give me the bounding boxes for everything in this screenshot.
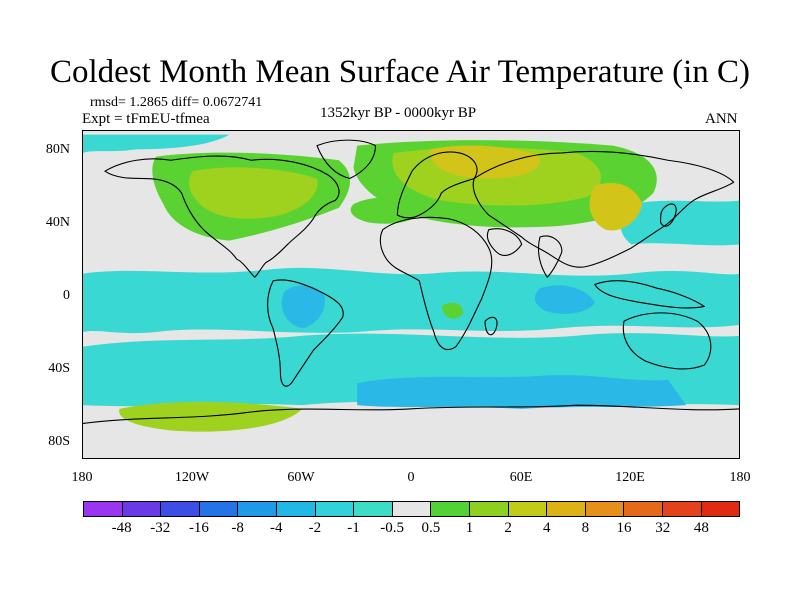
colorbar-swatch: [392, 502, 432, 516]
colorbar-tick-label: -1: [347, 520, 360, 536]
cool-band-antarctic-coast: [357, 375, 687, 409]
coastline-antarctica: [83, 404, 739, 424]
coastline-asia: [472, 150, 735, 268]
colorbar-swatch: [276, 502, 316, 516]
lon-label: 180: [729, 470, 751, 485]
colorbar-tick-label: 8: [581, 520, 590, 536]
cool-patch-south-america: [281, 285, 325, 329]
coastline-madagascar: [484, 316, 498, 336]
coastline-maritime-continent: [594, 280, 705, 309]
coastline-india: [537, 235, 563, 278]
map-title: Coldest Month Mean Surface Air Temperatu…: [50, 54, 750, 90]
colorbar-swatch: [585, 502, 625, 516]
colorbar-swatch: [624, 502, 663, 516]
colorbar-tick-label: 48: [693, 520, 709, 536]
warm-region-siberia-strong: [430, 145, 541, 179]
cool-patch-indian-ocean: [534, 285, 595, 314]
stats-text: rmsd= 1.2865 diff= 0.0672741: [90, 95, 263, 110]
colorbar-swatch: [662, 502, 702, 516]
colorbar-swatch: [701, 502, 740, 516]
lon-label: 60W: [287, 470, 315, 485]
colorbar-swatch: [431, 502, 470, 516]
coastline-japan: [660, 203, 677, 227]
season-label: ANN: [705, 111, 738, 127]
experiment-label: Expt = tFmEU-tfmea: [82, 111, 210, 127]
lon-label: 0: [407, 470, 415, 485]
colorbar-tick-label: 1: [465, 520, 474, 536]
coastline-africa: [379, 216, 493, 351]
colorbar-swatch: [354, 502, 393, 516]
colorbar-swatch: [84, 502, 123, 516]
lon-label: 60E: [509, 470, 533, 485]
colorbar-tick-label: -0.5: [380, 520, 405, 536]
colorbar-swatch: [199, 502, 239, 516]
colorbar-tick-label: 2: [504, 520, 512, 536]
lat-label: 80N: [45, 142, 70, 157]
lat-label: 80S: [48, 434, 70, 449]
colorbar-swatch: [161, 502, 200, 516]
colorbar-tick-label: -8: [231, 520, 244, 536]
lat-label: 40S: [48, 361, 70, 376]
colorbar-swatch: [315, 502, 355, 516]
lon-label: 120W: [174, 470, 210, 485]
colorbar-swatch: [238, 502, 277, 516]
temperature-map: [83, 131, 739, 458]
anomaly-fields: [83, 134, 739, 432]
coastline-arabia: [486, 228, 523, 256]
map-panel: [82, 130, 740, 459]
colorbar-tick-label: 0.5: [421, 520, 441, 536]
warm-region-north-america-core: [188, 167, 318, 219]
colorbar-swatch: [547, 502, 586, 516]
colorbar: [83, 501, 740, 517]
colorbar-tick-label: 16: [616, 520, 632, 536]
colorbar-swatch: [122, 502, 162, 516]
lat-label: 0: [63, 288, 70, 303]
colorbar-tick-label: -16: [188, 520, 209, 536]
warm-region-east-asia: [589, 183, 643, 231]
lon-label: 120E: [615, 470, 645, 485]
colorbar-tick-label: -4: [269, 520, 283, 536]
coastlines: [83, 139, 739, 424]
warm-patch-antarctica: [119, 401, 303, 432]
colorbar-tick-label: -32: [150, 520, 171, 536]
cool-patch-north-pacific: [620, 200, 739, 246]
colorbar-tick-label: 4: [543, 520, 551, 536]
cool-band-tropics: [83, 267, 739, 334]
colorbar-tick-label: -48: [111, 520, 132, 536]
coastline-greenland: [316, 139, 376, 180]
colorbar-swatch: [508, 502, 548, 516]
lat-label: 40N: [45, 215, 70, 230]
coastline-north-america: [104, 155, 340, 278]
lon-label: 180: [71, 470, 93, 485]
colorbar-tick-label: -2: [308, 520, 322, 536]
cool-patch-arctic: [83, 134, 230, 153]
period-label: 1352kyr BP - 0000kyr BP: [320, 105, 477, 121]
coastline-australia: [622, 312, 712, 370]
colorbar-swatch: [469, 502, 509, 516]
coastline-south-america: [267, 279, 344, 387]
colorbar-tick-label: 32: [655, 520, 671, 536]
warm-patch-africa: [441, 302, 464, 319]
